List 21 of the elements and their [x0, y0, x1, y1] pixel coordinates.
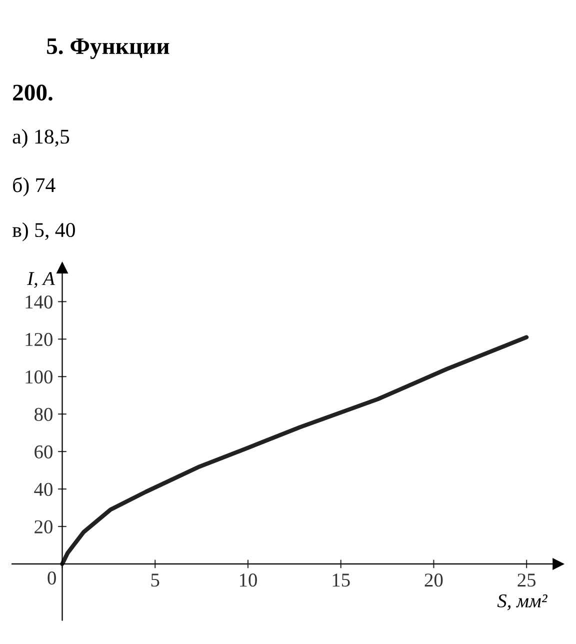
text: а) 18,5 [12, 129, 70, 148]
line-series [60, 335, 529, 566]
x-axis-title: S, мм² [497, 594, 548, 610]
x-tick-label: 20 [424, 574, 443, 587]
y-axis-title: I, A [27, 272, 55, 288]
y-tick-label: 120 [26, 332, 52, 346]
y-tick-label: 40 [34, 482, 52, 496]
chart-title: 5. Функции [47, 38, 170, 60]
x-tick-label: 15 [332, 574, 350, 587]
x-tick-label: 10 [240, 574, 257, 587]
y-tick-label: 140 [26, 295, 52, 309]
x-tick-label: 25 [518, 574, 536, 587]
text: 200. [13, 84, 52, 101]
text: в) 5, 40 [12, 222, 75, 242]
x-tick-label: 0 [48, 571, 56, 585]
y-tick-label: 20 [34, 520, 52, 534]
y-tick-label: 60 [34, 445, 52, 458]
y-tick-label: 100 [26, 370, 52, 384]
y-tick-label: 80 [34, 408, 52, 421]
x-tick-label: 5 [151, 574, 160, 587]
text: б) 74 [13, 177, 56, 196]
